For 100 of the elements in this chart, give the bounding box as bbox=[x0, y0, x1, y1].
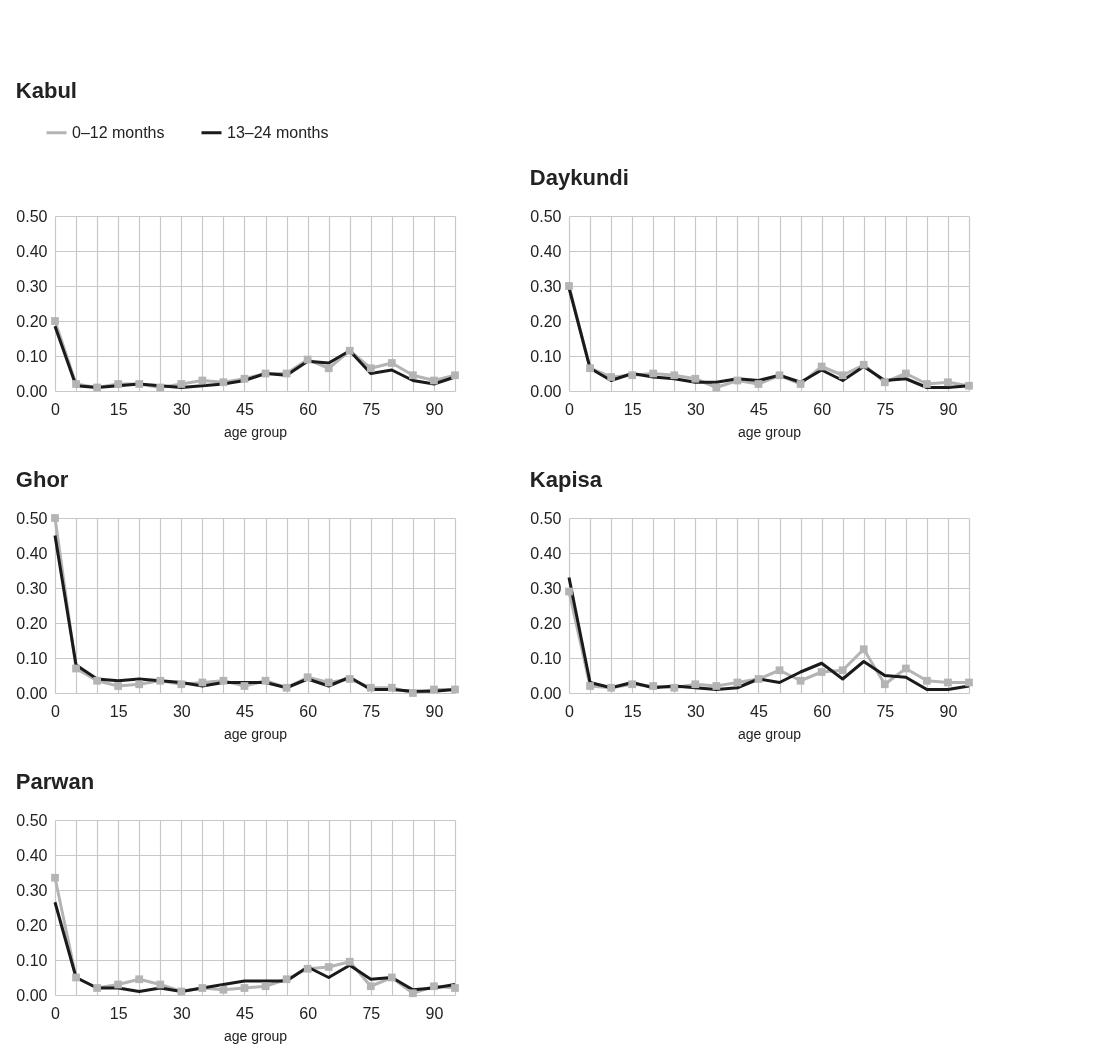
y-tick-label: 0.20 bbox=[16, 312, 48, 330]
x-tick-label: 90 bbox=[939, 400, 958, 418]
x-tick-label: 15 bbox=[109, 400, 128, 418]
y-tick-label: 0.00 bbox=[16, 986, 48, 1004]
point bbox=[691, 680, 700, 689]
x-tick-label: 60 bbox=[299, 400, 318, 418]
x-tick-label: 15 bbox=[109, 702, 128, 720]
point bbox=[586, 364, 594, 373]
point bbox=[114, 380, 123, 388]
point bbox=[923, 380, 931, 388]
point bbox=[944, 378, 952, 387]
y-tick-label: 0.50 bbox=[530, 509, 562, 527]
point bbox=[923, 676, 931, 685]
point bbox=[345, 346, 354, 355]
point bbox=[775, 371, 784, 380]
point bbox=[366, 364, 375, 373]
point bbox=[670, 371, 679, 380]
point bbox=[51, 317, 59, 325]
point bbox=[219, 378, 228, 387]
point bbox=[387, 359, 396, 367]
x-tick-label: 30 bbox=[172, 400, 191, 418]
y-tick-label: 0.30 bbox=[530, 277, 562, 295]
y-tick-label: 0.20 bbox=[530, 614, 562, 632]
x-tick-label: 90 bbox=[939, 702, 958, 720]
point bbox=[649, 369, 658, 378]
point bbox=[324, 963, 333, 971]
x-tick-label: 75 bbox=[362, 1004, 381, 1022]
point bbox=[451, 685, 459, 694]
chart-title: Kabul bbox=[15, 78, 77, 103]
chart-title: Parwan bbox=[15, 769, 95, 794]
y-tick-label: 0.40 bbox=[530, 242, 562, 260]
point bbox=[177, 680, 186, 689]
y-tick-label: 0.30 bbox=[16, 881, 48, 899]
point bbox=[796, 380, 805, 388]
point bbox=[177, 987, 186, 996]
y-tick-label: 0.40 bbox=[16, 242, 48, 260]
point bbox=[51, 873, 59, 882]
point bbox=[72, 664, 80, 673]
point bbox=[72, 973, 80, 982]
x-axis-title: age group bbox=[737, 423, 802, 440]
point bbox=[345, 957, 354, 966]
x-tick-label: 90 bbox=[425, 1004, 444, 1022]
x-tick-label: 45 bbox=[236, 400, 254, 418]
point bbox=[901, 664, 910, 673]
x-tick-label: 90 bbox=[425, 702, 444, 720]
x-tick-label: 0 bbox=[51, 1004, 61, 1022]
x-tick-label: 30 bbox=[172, 702, 191, 720]
point bbox=[261, 676, 270, 685]
y-tick-label: 0.20 bbox=[16, 916, 48, 934]
point bbox=[366, 982, 375, 991]
point bbox=[817, 362, 826, 371]
x-tick-label: 0 bbox=[565, 702, 575, 720]
point bbox=[93, 676, 101, 685]
x-tick-label: 15 bbox=[623, 702, 642, 720]
point bbox=[366, 683, 375, 692]
point bbox=[261, 982, 270, 991]
y-tick-label: 0.10 bbox=[16, 951, 48, 969]
point bbox=[114, 682, 123, 690]
point bbox=[93, 984, 101, 992]
x-tick-label: 30 bbox=[172, 1004, 191, 1022]
point bbox=[198, 678, 207, 687]
x-axis-title: age group bbox=[223, 1027, 288, 1044]
x-axis-title: age group bbox=[737, 725, 802, 742]
y-tick-label: 0.00 bbox=[16, 684, 48, 702]
point bbox=[156, 676, 165, 685]
point bbox=[72, 380, 80, 388]
x-axis-title: age group bbox=[223, 423, 288, 440]
point bbox=[565, 282, 573, 290]
x-tick-label: 60 bbox=[813, 400, 832, 418]
y-tick-label: 0.00 bbox=[16, 382, 48, 400]
point bbox=[796, 676, 805, 685]
x-tick-label: 90 bbox=[425, 400, 444, 418]
point bbox=[324, 364, 333, 373]
point bbox=[649, 682, 658, 690]
x-tick-label: 60 bbox=[813, 702, 832, 720]
point bbox=[859, 360, 868, 369]
point bbox=[219, 985, 228, 994]
point bbox=[451, 371, 459, 380]
point bbox=[387, 683, 396, 692]
point bbox=[303, 964, 312, 973]
point bbox=[670, 683, 679, 692]
point bbox=[345, 675, 354, 683]
point bbox=[944, 678, 952, 687]
chart-title: Kapisa bbox=[529, 467, 603, 492]
x-tick-label: 15 bbox=[623, 400, 642, 418]
x-tick-label: 60 bbox=[299, 702, 318, 720]
x-tick-label: 60 bbox=[299, 1004, 318, 1022]
point bbox=[712, 682, 721, 690]
x-tick-label: 45 bbox=[236, 1004, 254, 1022]
x-tick-label: 15 bbox=[109, 1004, 128, 1022]
chart-title: Ghor bbox=[15, 467, 69, 492]
point bbox=[965, 678, 973, 687]
x-tick-label: 75 bbox=[362, 702, 381, 720]
point bbox=[51, 514, 59, 522]
point bbox=[754, 380, 763, 388]
x-tick-label: 75 bbox=[876, 400, 895, 418]
point bbox=[691, 374, 700, 383]
x-tick-label: 45 bbox=[236, 702, 254, 720]
point bbox=[240, 374, 249, 383]
point bbox=[156, 383, 165, 392]
